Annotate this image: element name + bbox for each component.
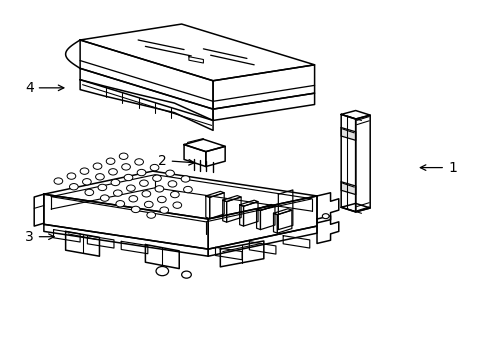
Circle shape	[80, 168, 89, 174]
Polygon shape	[44, 224, 208, 256]
Circle shape	[100, 195, 109, 201]
Polygon shape	[205, 192, 224, 197]
Polygon shape	[273, 213, 277, 233]
Circle shape	[122, 164, 130, 170]
Polygon shape	[87, 236, 114, 248]
Circle shape	[108, 168, 117, 175]
Polygon shape	[226, 197, 241, 222]
Circle shape	[116, 201, 124, 207]
Polygon shape	[341, 182, 355, 194]
Polygon shape	[283, 236, 309, 248]
Circle shape	[131, 206, 140, 213]
Circle shape	[168, 181, 177, 187]
Polygon shape	[243, 202, 258, 226]
Circle shape	[119, 153, 128, 159]
Polygon shape	[188, 57, 203, 63]
Polygon shape	[208, 196, 316, 249]
Circle shape	[67, 173, 76, 179]
Polygon shape	[205, 196, 209, 219]
Circle shape	[69, 184, 78, 190]
Polygon shape	[145, 244, 179, 269]
Circle shape	[322, 214, 328, 219]
Polygon shape	[316, 193, 338, 223]
Circle shape	[173, 202, 181, 208]
Text: 1: 1	[420, 161, 456, 175]
Circle shape	[170, 192, 179, 198]
Circle shape	[124, 174, 133, 181]
Polygon shape	[273, 209, 291, 215]
Polygon shape	[121, 241, 147, 254]
Polygon shape	[183, 139, 224, 152]
Circle shape	[142, 191, 150, 197]
Circle shape	[93, 163, 102, 169]
Polygon shape	[80, 68, 213, 121]
Polygon shape	[213, 65, 314, 109]
Circle shape	[150, 165, 159, 171]
Polygon shape	[341, 127, 355, 140]
Polygon shape	[316, 216, 338, 243]
Polygon shape	[208, 226, 316, 256]
Polygon shape	[80, 24, 314, 81]
Polygon shape	[65, 231, 99, 256]
Polygon shape	[80, 40, 213, 109]
Circle shape	[146, 212, 155, 218]
Polygon shape	[223, 200, 226, 222]
Polygon shape	[239, 205, 243, 226]
Polygon shape	[239, 200, 258, 206]
Polygon shape	[80, 80, 213, 130]
Polygon shape	[341, 111, 369, 119]
Polygon shape	[215, 247, 242, 260]
Circle shape	[152, 175, 161, 181]
Circle shape	[111, 179, 120, 186]
Circle shape	[126, 185, 135, 192]
Circle shape	[155, 186, 163, 192]
Polygon shape	[341, 203, 369, 212]
Polygon shape	[277, 210, 291, 233]
Polygon shape	[249, 242, 275, 254]
Circle shape	[98, 184, 106, 191]
Circle shape	[85, 189, 94, 195]
Circle shape	[106, 158, 115, 165]
Circle shape	[144, 201, 153, 208]
Circle shape	[137, 169, 145, 176]
Circle shape	[139, 180, 148, 186]
Polygon shape	[256, 204, 274, 211]
Text: 3: 3	[25, 230, 54, 244]
Circle shape	[156, 266, 168, 276]
Circle shape	[157, 196, 166, 203]
Circle shape	[181, 271, 191, 278]
Polygon shape	[51, 175, 311, 222]
Circle shape	[95, 174, 104, 180]
Polygon shape	[44, 194, 208, 249]
Text: 4: 4	[25, 81, 64, 95]
Circle shape	[129, 195, 138, 202]
Text: 2: 2	[158, 153, 194, 167]
Polygon shape	[209, 193, 224, 219]
Circle shape	[165, 170, 174, 176]
Circle shape	[181, 176, 189, 182]
Polygon shape	[53, 230, 80, 242]
Circle shape	[82, 179, 91, 185]
Circle shape	[135, 159, 143, 165]
Circle shape	[183, 186, 192, 193]
Polygon shape	[183, 145, 205, 167]
Polygon shape	[34, 194, 44, 226]
Polygon shape	[44, 171, 316, 219]
Polygon shape	[256, 209, 260, 230]
Polygon shape	[341, 114, 355, 212]
Circle shape	[113, 190, 122, 196]
Polygon shape	[220, 241, 264, 267]
Polygon shape	[260, 206, 274, 230]
Circle shape	[54, 178, 62, 184]
Polygon shape	[205, 146, 224, 167]
Circle shape	[160, 207, 168, 213]
Polygon shape	[278, 190, 292, 230]
Polygon shape	[223, 195, 241, 202]
Polygon shape	[213, 93, 314, 121]
Polygon shape	[355, 115, 369, 212]
